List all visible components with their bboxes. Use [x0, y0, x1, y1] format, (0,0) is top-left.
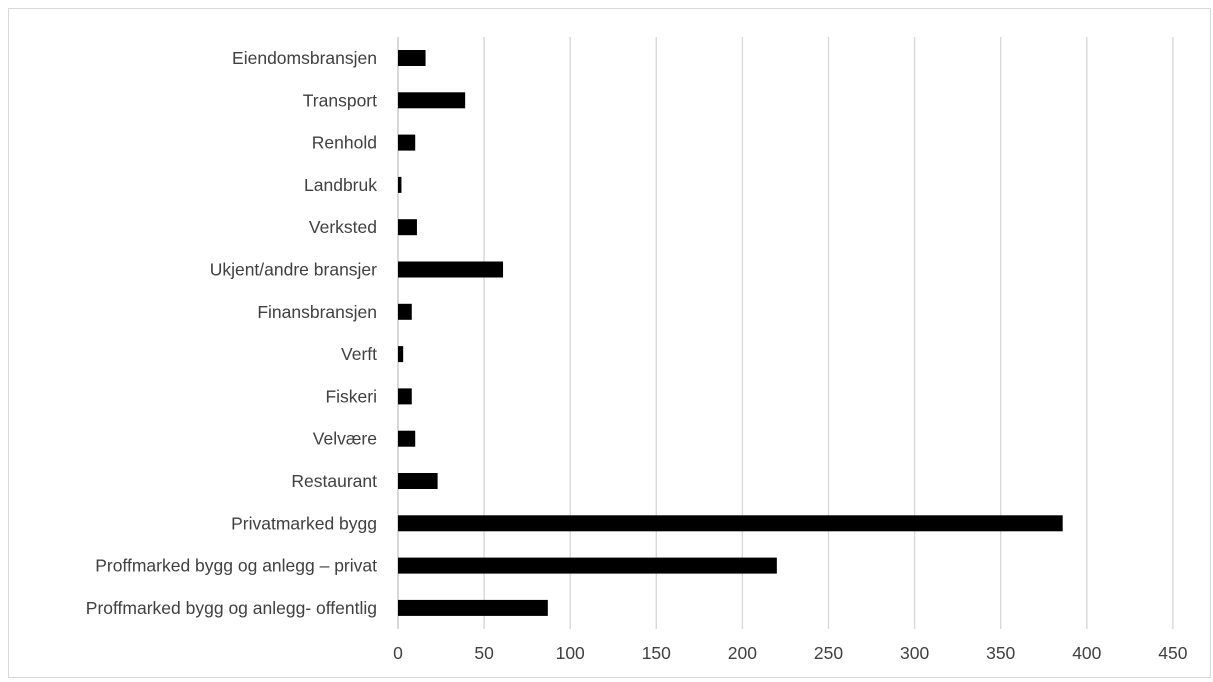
bar — [398, 219, 417, 236]
category-label: Velvære — [313, 429, 377, 449]
category-label: Fiskeri — [325, 386, 377, 406]
category-label: Ukjent/andre bransjer — [210, 260, 377, 280]
x-tick-label: 300 — [900, 643, 929, 663]
bar — [398, 176, 402, 193]
x-tick-label: 50 — [474, 643, 494, 663]
bar — [398, 261, 504, 278]
bar — [398, 303, 412, 320]
bar-chart: Eiendomsbransjen Transport Renhold Landbru… — [86, 37, 1188, 663]
x-tick-label: 450 — [1158, 643, 1187, 663]
category-label: Eiendomsbransjen — [232, 48, 377, 68]
bar — [398, 388, 412, 405]
x-tick-label: 0 — [393, 643, 403, 663]
chart-frame: Eiendomsbransjen Transport Renhold Landbru… — [8, 8, 1211, 678]
category-label: Verft — [341, 344, 377, 364]
category-label: Renhold — [312, 133, 377, 153]
bar — [398, 515, 1063, 532]
bar — [398, 92, 466, 109]
x-tick-label: 350 — [986, 643, 1015, 663]
category-labels: Eiendomsbransjen Transport Renhold Landbru… — [86, 48, 377, 618]
gridlines — [397, 37, 1174, 629]
category-label: Proffmarked bygg og anlegg- offentlig — [86, 598, 377, 618]
x-tick-label: 100 — [556, 643, 585, 663]
bar — [398, 473, 438, 489]
category-label: Verksted — [309, 217, 377, 237]
category-label: Restaurant — [291, 471, 377, 491]
bar — [398, 50, 426, 66]
bars — [398, 50, 1063, 616]
category-label: Landbruk — [304, 175, 377, 195]
x-tick-label: 150 — [642, 643, 671, 663]
category-label: Transport — [303, 90, 377, 110]
bar — [398, 599, 548, 616]
bar — [398, 557, 777, 574]
bar — [398, 346, 404, 363]
bar — [398, 430, 416, 447]
category-label: Finansbransjen — [257, 302, 377, 322]
category-label: Privatmarked bygg — [231, 513, 377, 533]
x-axis-tick-labels: 0 50 100 150 200 250 300 350 400 450 — [393, 643, 1188, 663]
category-label: Proffmarked bygg og anlegg – privat — [95, 556, 377, 576]
x-tick-label: 250 — [814, 643, 843, 663]
x-tick-label: 400 — [1072, 643, 1101, 663]
bar — [398, 134, 416, 151]
x-tick-label: 200 — [728, 643, 757, 663]
